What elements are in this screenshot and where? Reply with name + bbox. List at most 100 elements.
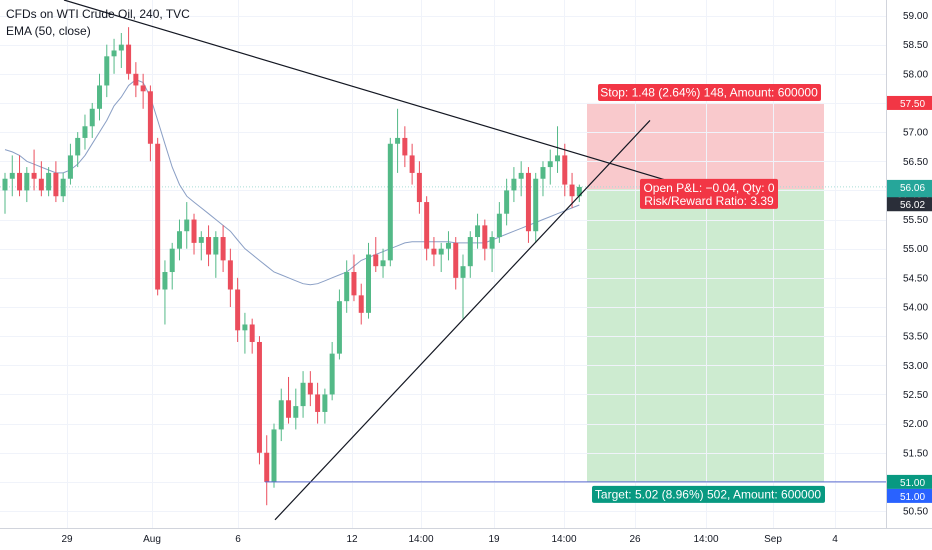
candle-body xyxy=(278,400,284,430)
y-tick-label: 53.00 xyxy=(903,361,928,372)
x-tick-label: 14:00 xyxy=(551,534,576,545)
candle-body xyxy=(82,126,88,138)
chart-legend: CFDs on WTI Crude Oil, 240, TVC EMA (50,… xyxy=(6,6,190,40)
candle-body xyxy=(366,254,371,313)
candle-body xyxy=(31,172,37,179)
candle-body xyxy=(176,231,182,249)
x-tick-label: 12 xyxy=(346,534,358,545)
candle-body xyxy=(315,394,321,412)
descending-trendline[interactable] xyxy=(63,0,717,196)
candle-body xyxy=(402,137,408,156)
candle-body xyxy=(169,248,175,273)
x-tick-label: Sep xyxy=(764,534,782,545)
candle-body xyxy=(460,266,466,278)
candle-body xyxy=(38,178,44,191)
candle-body xyxy=(264,452,270,482)
candle-body xyxy=(2,178,8,191)
stop-label[interactable]: Stop: 1.48 (2.64%) 148, Amount: 600000 xyxy=(598,83,821,101)
svg-text:56.06: 56.06 xyxy=(900,183,925,194)
candle-body xyxy=(547,161,553,168)
candle-body xyxy=(147,91,153,144)
x-tick-label: 29 xyxy=(61,534,73,545)
candle-body xyxy=(533,178,539,232)
candle-body xyxy=(358,295,364,313)
rr-text: Risk/Reward Ratio: 3.39 xyxy=(644,194,774,208)
annotations: Stop: 1.48 (2.64%) 148, Amount: 600000 Ta… xyxy=(592,83,825,503)
candle-body xyxy=(133,73,139,86)
candle-body xyxy=(569,184,575,197)
candle-body xyxy=(46,172,52,191)
y-tick-label: 54.50 xyxy=(903,273,928,284)
entry-price-tag: 56.02 xyxy=(887,197,932,212)
target-zone[interactable] xyxy=(587,189,824,482)
candle-body xyxy=(191,219,197,243)
price-axis[interactable]: 59.0058.5058.0057.5057.0056.5056.0055.50… xyxy=(903,11,928,518)
candle-body xyxy=(344,272,350,302)
candle-body xyxy=(496,213,502,238)
candle-body xyxy=(104,56,110,86)
candle-body xyxy=(213,237,219,255)
support-price-tag: 51.00 xyxy=(887,488,932,503)
stop-text: Stop: 1.48 (2.64%) 148, Amount: 600000 xyxy=(600,85,818,99)
candle-body xyxy=(300,382,306,407)
x-tick-label: 26 xyxy=(629,534,641,545)
candlesticks xyxy=(2,27,582,506)
target-label[interactable]: Target: 5.02 (8.96%) 502, Amount: 600000 xyxy=(592,485,825,503)
candle-body xyxy=(75,137,81,156)
candle-body xyxy=(562,155,568,185)
candle-body xyxy=(307,382,313,395)
candle-body xyxy=(445,242,451,249)
target-price-tag: 51.00 xyxy=(887,474,932,489)
candle-body xyxy=(97,85,103,109)
candle-body xyxy=(416,172,422,203)
drawings[interactable] xyxy=(63,0,886,521)
candle-body xyxy=(409,155,415,173)
candle-body xyxy=(395,137,401,144)
candle-body xyxy=(482,225,488,249)
x-tick-label: 4 xyxy=(832,534,838,545)
x-tick-label: 14:00 xyxy=(693,534,718,545)
svg-text:57.50: 57.50 xyxy=(900,99,925,110)
candle-body xyxy=(431,248,437,255)
candle-body xyxy=(256,341,262,453)
candle-body xyxy=(53,172,59,197)
candle-body xyxy=(511,178,517,191)
candle-body xyxy=(227,260,233,290)
stop-zone[interactable] xyxy=(587,102,824,190)
candle-body xyxy=(453,242,459,278)
y-tick-label: 53.50 xyxy=(903,332,928,343)
candle-body xyxy=(155,143,161,290)
candle-body xyxy=(140,85,146,92)
x-tick-label: 19 xyxy=(488,534,500,545)
candle-body xyxy=(475,225,481,238)
candle-body xyxy=(235,289,241,331)
candle-body xyxy=(540,167,546,179)
symbol-title[interactable]: CFDs on WTI Crude Oil, 240, TVC xyxy=(6,7,190,21)
y-tick-label: 59.00 xyxy=(903,11,928,22)
y-tick-label: 58.50 xyxy=(903,40,928,51)
x-tick-label: 14:00 xyxy=(408,534,433,545)
candle-body xyxy=(387,143,393,261)
time-axis[interactable]: 29 Aug 6 12 14:00 19 14:00 26 14:00 Sep 4 xyxy=(61,534,838,545)
candle-body xyxy=(126,44,132,74)
x-tick-label: Aug xyxy=(143,534,161,545)
candle-body xyxy=(467,237,473,267)
candle-body xyxy=(489,237,495,249)
candle-body xyxy=(89,108,95,127)
candle-body xyxy=(380,260,386,267)
y-tick-label: 55.00 xyxy=(903,244,928,255)
candle-body xyxy=(555,155,561,162)
y-tick-label: 52.50 xyxy=(903,390,928,401)
stop-price-tag: 57.50 xyxy=(887,95,932,110)
svg-text:51.00: 51.00 xyxy=(900,478,925,489)
ascending-trendline[interactable] xyxy=(274,120,651,521)
candle-body xyxy=(518,172,524,179)
candle-body xyxy=(242,324,248,331)
y-tick-label: 54.00 xyxy=(903,303,928,314)
candle-body xyxy=(351,272,357,296)
candle-body xyxy=(322,394,328,412)
candle-body xyxy=(286,400,292,418)
indicator-label[interactable]: EMA (50, close) xyxy=(6,24,91,38)
